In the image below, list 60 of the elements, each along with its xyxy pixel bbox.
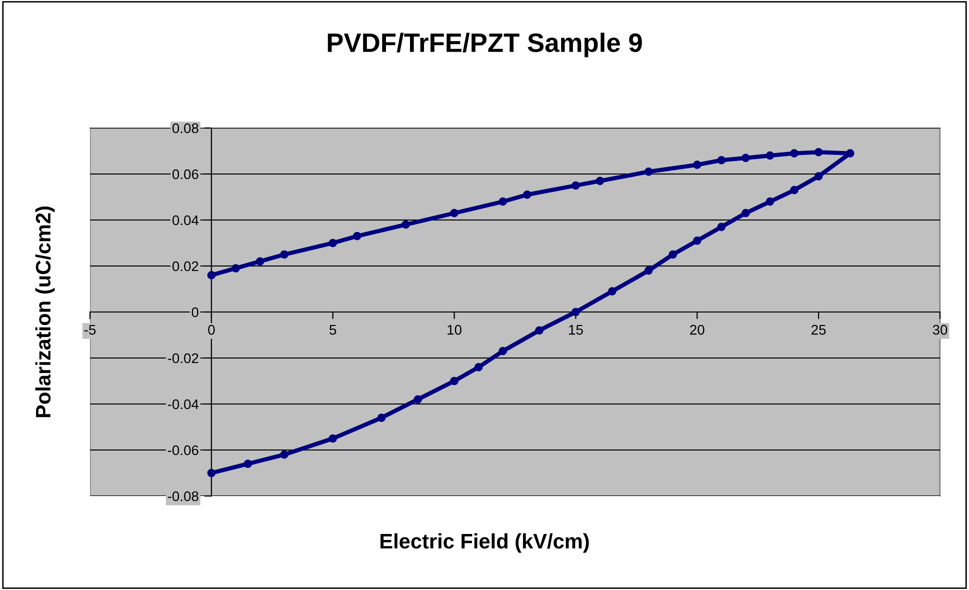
point <box>766 197 774 206</box>
y-tick-label: 0.02 <box>172 261 198 272</box>
y-tick-label: 0.06 <box>172 169 198 180</box>
y-axis-title: Polarization (uC/cm2) <box>35 206 55 418</box>
y-tick-label: 0 <box>192 307 198 318</box>
point <box>450 376 458 386</box>
point <box>644 266 653 275</box>
point <box>535 326 544 335</box>
chart-title: PVDF/TrFE/PZT Sample 9 <box>328 32 642 58</box>
point <box>207 271 216 280</box>
point <box>280 250 288 259</box>
point <box>717 222 726 232</box>
x-axis-title: Electric Field (kV/cm) <box>380 533 589 553</box>
point <box>280 450 288 459</box>
point <box>498 346 508 356</box>
point <box>790 149 798 158</box>
point <box>498 197 508 206</box>
point <box>644 168 653 176</box>
point <box>377 414 386 422</box>
point <box>790 186 798 194</box>
point <box>352 232 362 240</box>
point <box>450 208 458 218</box>
point <box>522 190 532 199</box>
x-tick-label: 0 <box>208 324 215 335</box>
point <box>814 148 823 156</box>
y-tick-label: -0.02 <box>168 353 198 364</box>
x-tick-label: 15 <box>569 325 583 335</box>
point <box>668 250 678 259</box>
point <box>232 264 240 272</box>
y-tick-label: 0.04 <box>172 215 199 226</box>
y-tick-label: -0.06 <box>168 445 198 456</box>
point <box>328 238 338 248</box>
point <box>402 220 410 229</box>
point <box>572 308 580 316</box>
point <box>766 151 774 160</box>
x-tick-label: 25 <box>812 324 826 335</box>
x-tick-label: 5 <box>330 325 336 335</box>
x-tick-label: 30 <box>932 324 948 335</box>
point <box>207 468 216 478</box>
point <box>742 208 750 218</box>
point <box>814 172 823 180</box>
y-tick-label: -0.08 <box>168 491 198 502</box>
y-tick-label: -0.04 <box>168 399 199 410</box>
point <box>742 154 750 162</box>
point <box>846 149 854 158</box>
point <box>414 395 422 404</box>
x-tick-label: 10 <box>448 324 462 335</box>
point <box>328 434 338 443</box>
point <box>692 160 702 169</box>
x-tick-label: 20 <box>690 324 704 335</box>
x-tick-label: -5 <box>84 325 96 335</box>
y-tick-label: 0.08 <box>172 123 198 134</box>
point <box>572 181 580 190</box>
point <box>596 176 604 186</box>
point <box>256 257 264 266</box>
point <box>608 287 616 296</box>
point <box>244 460 252 468</box>
point <box>474 363 483 372</box>
point <box>692 236 702 245</box>
point <box>717 156 726 164</box>
